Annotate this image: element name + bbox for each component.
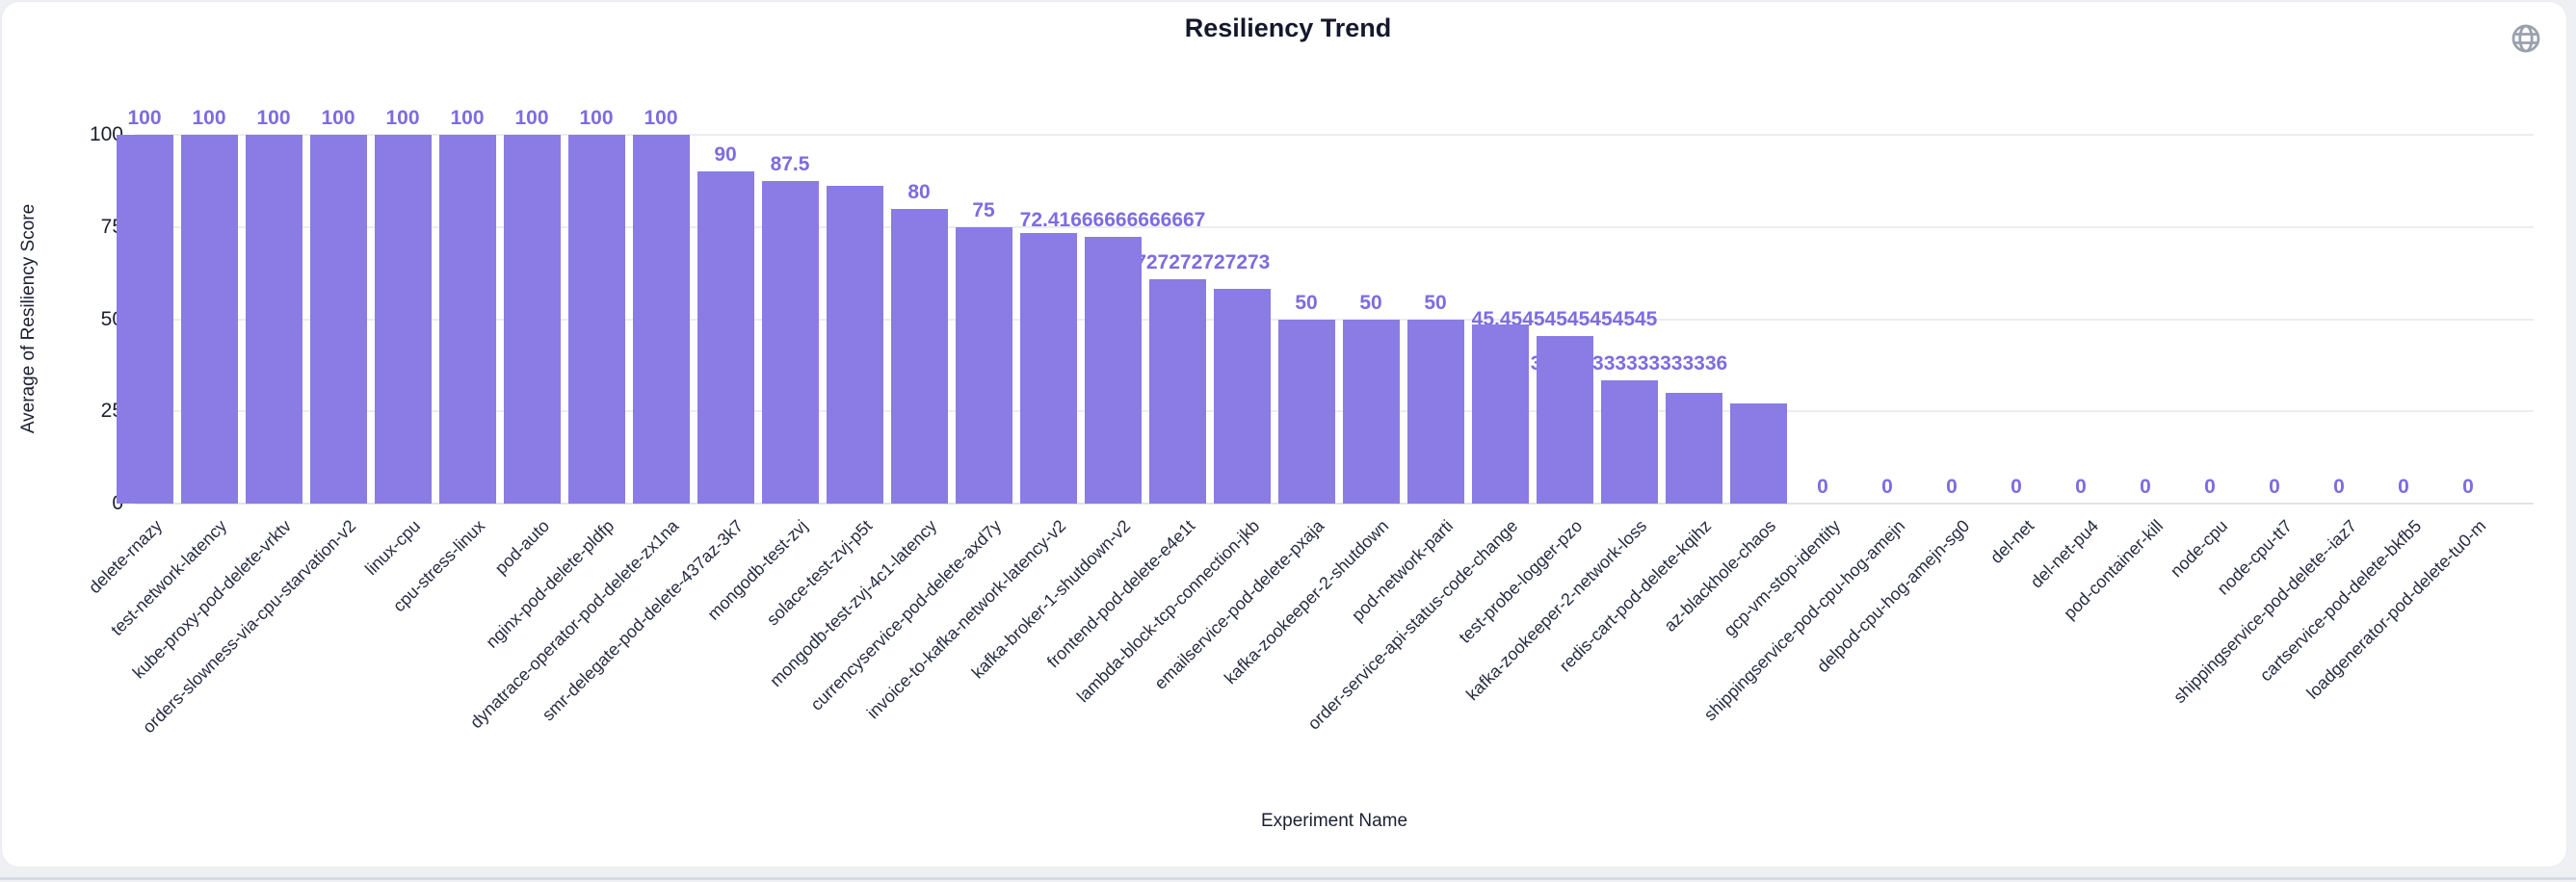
bar-solace-test-zvj-p5t[interactable] — [826, 185, 883, 504]
value-label: 100 — [385, 107, 420, 129]
bar-frontend-pod-delete-e4e1t[interactable] — [1148, 279, 1206, 504]
bar-lambda-block-tcp-connection-jkb[interactable] — [1213, 288, 1271, 504]
bar-dynatrace-operator-pod-delete-zx1na[interactable] — [632, 135, 690, 504]
y-tick-label: 50 — [100, 307, 123, 330]
x-category-label: az-blackhole-chaos — [1660, 516, 1780, 636]
x-category-label: pod-auto — [490, 516, 554, 579]
value-label: 0 — [1817, 476, 1828, 498]
bar-pod-network-parti[interactable] — [1406, 319, 1464, 504]
value-label: 0 — [2333, 476, 2345, 498]
bar-kafka-broker-1-shutdown-v2[interactable] — [1084, 236, 1142, 504]
value-label: 0 — [2075, 476, 2087, 498]
x-category-label: node-cpu — [2166, 516, 2232, 582]
value-label: 0 — [2398, 476, 2409, 498]
x-category-label: gcp-vm-stop-identity — [1720, 516, 1845, 640]
bar-cpu-stress-linux[interactable] — [438, 135, 496, 504]
bar-emailservice-pod-delete-pxaja[interactable] — [1277, 319, 1335, 504]
bar-invoice-to-kafka-network-latency-v2[interactable] — [1019, 233, 1077, 504]
value-label: 0 — [1881, 476, 1893, 498]
y-gridline — [135, 225, 2534, 228]
bar-linux-cpu[interactable] — [374, 135, 432, 504]
bar-test-probe-logger-pzo[interactable] — [1536, 335, 1593, 504]
bar-az-blackhole-chaos[interactable] — [1729, 402, 1787, 504]
chart-title: Resiliency Trend — [1184, 13, 1392, 42]
x-axis-title: Experiment Name — [1260, 811, 1408, 831]
bar-test-network-latency[interactable] — [180, 135, 238, 504]
value-label: 72.41666666666667 — [1019, 208, 1206, 231]
value-label: 45.45454545454545 — [1471, 307, 1658, 330]
value-label: 0 — [2462, 476, 2474, 498]
value-label: 75 — [972, 198, 995, 221]
value-label: 50 — [1295, 291, 1318, 314]
bar-nginx-pod-delete-pldfp[interactable] — [567, 135, 625, 504]
value-label: 0 — [2269, 476, 2280, 498]
y-gridline — [135, 134, 2534, 136]
bar-delete-rnazy[interactable] — [116, 135, 173, 504]
y-tick-label: 25 — [100, 400, 123, 423]
value-label: 87.5 — [770, 152, 810, 175]
bar-smr-delegate-pod-delete-437az-3k7[interactable] — [697, 171, 754, 504]
y-tick-label: 0 — [0, 490, 123, 517]
bar-kafka-zookeeper-2-network-loss[interactable] — [1600, 380, 1658, 504]
bar-redis-cart-pod-delete-kqihz[interactable] — [1665, 393, 1722, 504]
bar-pod-auto[interactable] — [503, 135, 561, 504]
bar-currencyservice-pod-delete-axd7y[interactable] — [955, 226, 1012, 504]
x-category-label: test-network-latency — [107, 516, 231, 640]
bar-kube-proxy-pod-delete-vrktv[interactable] — [245, 135, 302, 504]
value-label: 100 — [127, 107, 162, 129]
value-label: 0 — [2204, 476, 2216, 498]
value-label: 100 — [321, 107, 355, 129]
y-tick-label: 75 — [100, 215, 123, 238]
value-label: 100 — [579, 107, 614, 129]
value-label: 50 — [1424, 291, 1447, 314]
bar-order-service-api-status-code-change[interactable] — [1471, 324, 1529, 504]
bar-mongodb-test-zvj[interactable] — [761, 180, 819, 504]
value-label: 80 — [907, 180, 931, 203]
bar-orders-slowness-via-cpu-starvation-v2[interactable] — [309, 135, 367, 504]
bar-kafka-zookeeper-2-shutdown[interactable] — [1342, 319, 1400, 504]
value-label: 0 — [1946, 476, 1958, 498]
value-label: 100 — [192, 107, 226, 129]
value-label: 0 — [2140, 476, 2151, 498]
x-category-label: del-net — [1986, 516, 2038, 568]
value-label: 100 — [644, 107, 678, 129]
value-label: 100 — [256, 107, 291, 129]
value-label: 0 — [2011, 476, 2022, 498]
x-category-label: nginx-pod-delete-pldfp — [482, 516, 618, 652]
y-tick-label: 100 — [89, 123, 123, 145]
x-category-label: linux-cpu — [361, 516, 425, 580]
value-label: 100 — [514, 107, 549, 129]
page-bottom-divider — [0, 877, 2576, 880]
globe-icon[interactable] — [2507, 19, 2545, 58]
x-category-label: test-probe-logger-pzo — [1455, 516, 1587, 647]
value-label: 100 — [450, 107, 485, 129]
x-axis-line — [135, 503, 2534, 505]
bar-mongodb-test-zvj-4c1-latency[interactable] — [890, 208, 948, 504]
value-label: 90 — [714, 143, 737, 167]
value-label: 50 — [1359, 291, 1382, 314]
